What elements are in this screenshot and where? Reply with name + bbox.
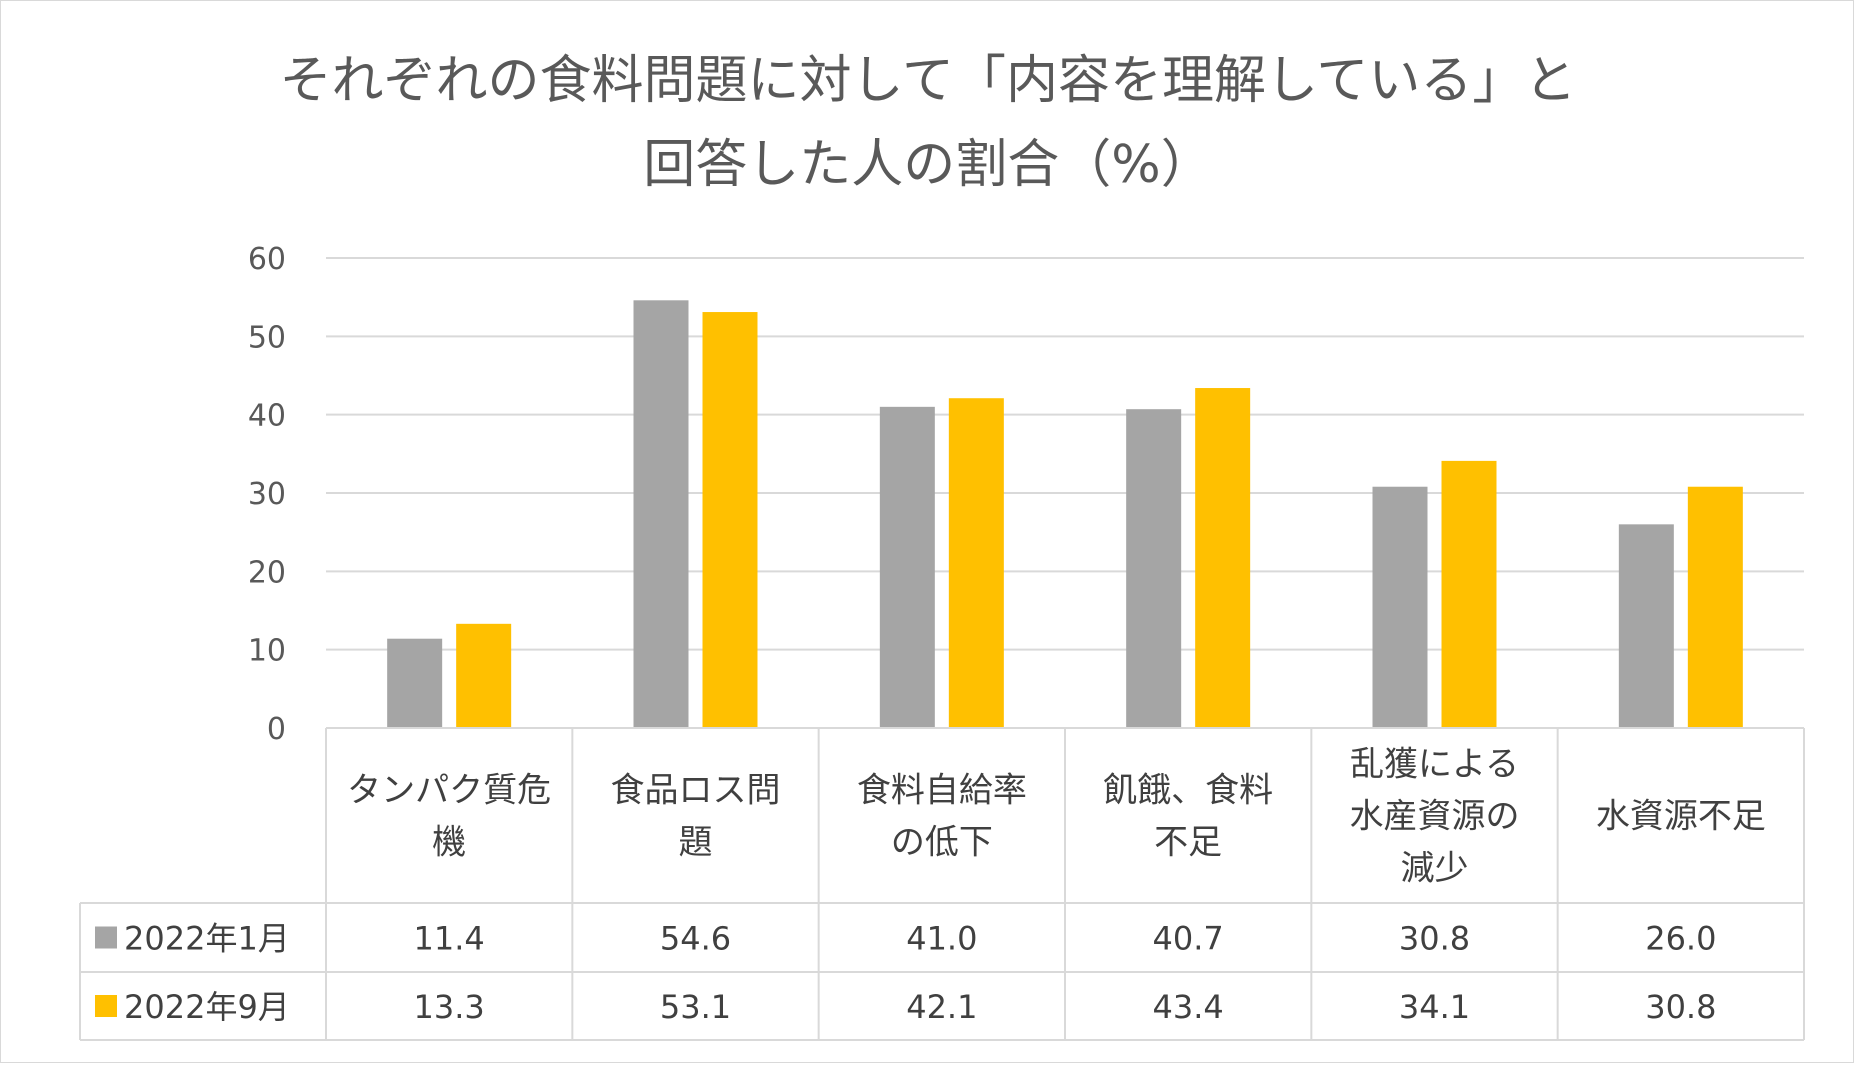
bar-series1-cat4 bbox=[1126, 409, 1182, 728]
bar-series1-cat1 bbox=[387, 638, 443, 728]
bar-series2-cat1 bbox=[456, 623, 512, 728]
category-label-5-line-3: 減少 bbox=[1401, 849, 1469, 889]
bar-series1-cat2 bbox=[633, 300, 689, 728]
bar-series2-cat6 bbox=[1687, 486, 1743, 728]
data-label-series1-cat5: 30.8 bbox=[1399, 920, 1470, 958]
bar-series2-cat2 bbox=[702, 312, 758, 728]
category-label-4-line-1: 飢餓、食料 bbox=[1103, 771, 1273, 811]
gridlines bbox=[326, 257, 1804, 729]
bar-series1-cat3 bbox=[879, 406, 935, 728]
y-axis-ticks: 0 10 20 30 40 50 60 bbox=[248, 242, 286, 747]
category-label-1-line-1: タンパク質危 bbox=[347, 771, 551, 811]
bar-series2-cat4 bbox=[1195, 388, 1251, 728]
category-label-2-line-1: 食品ロス問 bbox=[611, 771, 781, 811]
category-label-1-line-2: 機 bbox=[432, 823, 466, 863]
data-label-series1-cat6: 26.0 bbox=[1645, 920, 1716, 958]
y-tick-label-10: 10 bbox=[248, 634, 286, 669]
y-tick-label-0: 0 bbox=[267, 712, 286, 747]
chart-title-line-1: それぞれの食料問題に対して「内容を理解している」と bbox=[280, 51, 1577, 111]
data-label-series2-cat3: 42.1 bbox=[906, 988, 977, 1026]
category-label-3-line-2: の低下 bbox=[891, 823, 993, 863]
category-label-3-line-1: 食料自給率 bbox=[857, 771, 1027, 811]
bar-series2-cat3 bbox=[948, 398, 1004, 728]
bar-series1-cat5 bbox=[1372, 486, 1428, 728]
category-label-5-line-1: 乱獲による bbox=[1350, 745, 1519, 785]
bar-series1-cat6 bbox=[1618, 524, 1674, 728]
legend-swatch-series2 bbox=[95, 995, 117, 1017]
chart-title-line-2: 回答した人の割合（%） bbox=[643, 135, 1212, 195]
chart-title: それぞれの食料問題に対して「内容を理解している」と 回答した人の割合（%） bbox=[280, 51, 1577, 195]
bar-series2-cat5 bbox=[1441, 460, 1497, 728]
legend-label-series1: 2022年1月 bbox=[124, 920, 290, 958]
data-label-series2-cat6: 30.8 bbox=[1645, 988, 1716, 1026]
category-label-6-line-1: 水資源不足 bbox=[1596, 797, 1766, 837]
category-label-2-line-2: 題 bbox=[679, 823, 713, 863]
legend-label-series2: 2022年9月 bbox=[124, 988, 290, 1026]
data-label-series2-cat4: 43.4 bbox=[1153, 988, 1224, 1026]
data-label-series2-cat5: 34.1 bbox=[1399, 988, 1470, 1026]
y-tick-label-50: 50 bbox=[248, 320, 286, 355]
y-tick-label-40: 40 bbox=[248, 399, 286, 434]
data-label-series1-cat3: 41.0 bbox=[906, 920, 977, 958]
data-label-series2-cat2: 53.1 bbox=[660, 988, 731, 1026]
data-label-series1-cat4: 40.7 bbox=[1153, 920, 1224, 958]
category-label-5-line-2: 水産資源の bbox=[1350, 797, 1520, 837]
data-label-series1-cat2: 54.6 bbox=[660, 920, 731, 958]
category-label-4-line-2: 不足 bbox=[1154, 823, 1222, 863]
bars bbox=[387, 300, 1743, 728]
data-label-series2-cat1: 13.3 bbox=[414, 988, 485, 1026]
data-label-series1-cat1: 11.4 bbox=[414, 920, 485, 958]
y-tick-label-20: 20 bbox=[248, 555, 286, 590]
y-tick-label-60: 60 bbox=[248, 242, 286, 277]
legend-swatch-series1 bbox=[95, 926, 117, 949]
y-tick-label-30: 30 bbox=[248, 477, 286, 512]
